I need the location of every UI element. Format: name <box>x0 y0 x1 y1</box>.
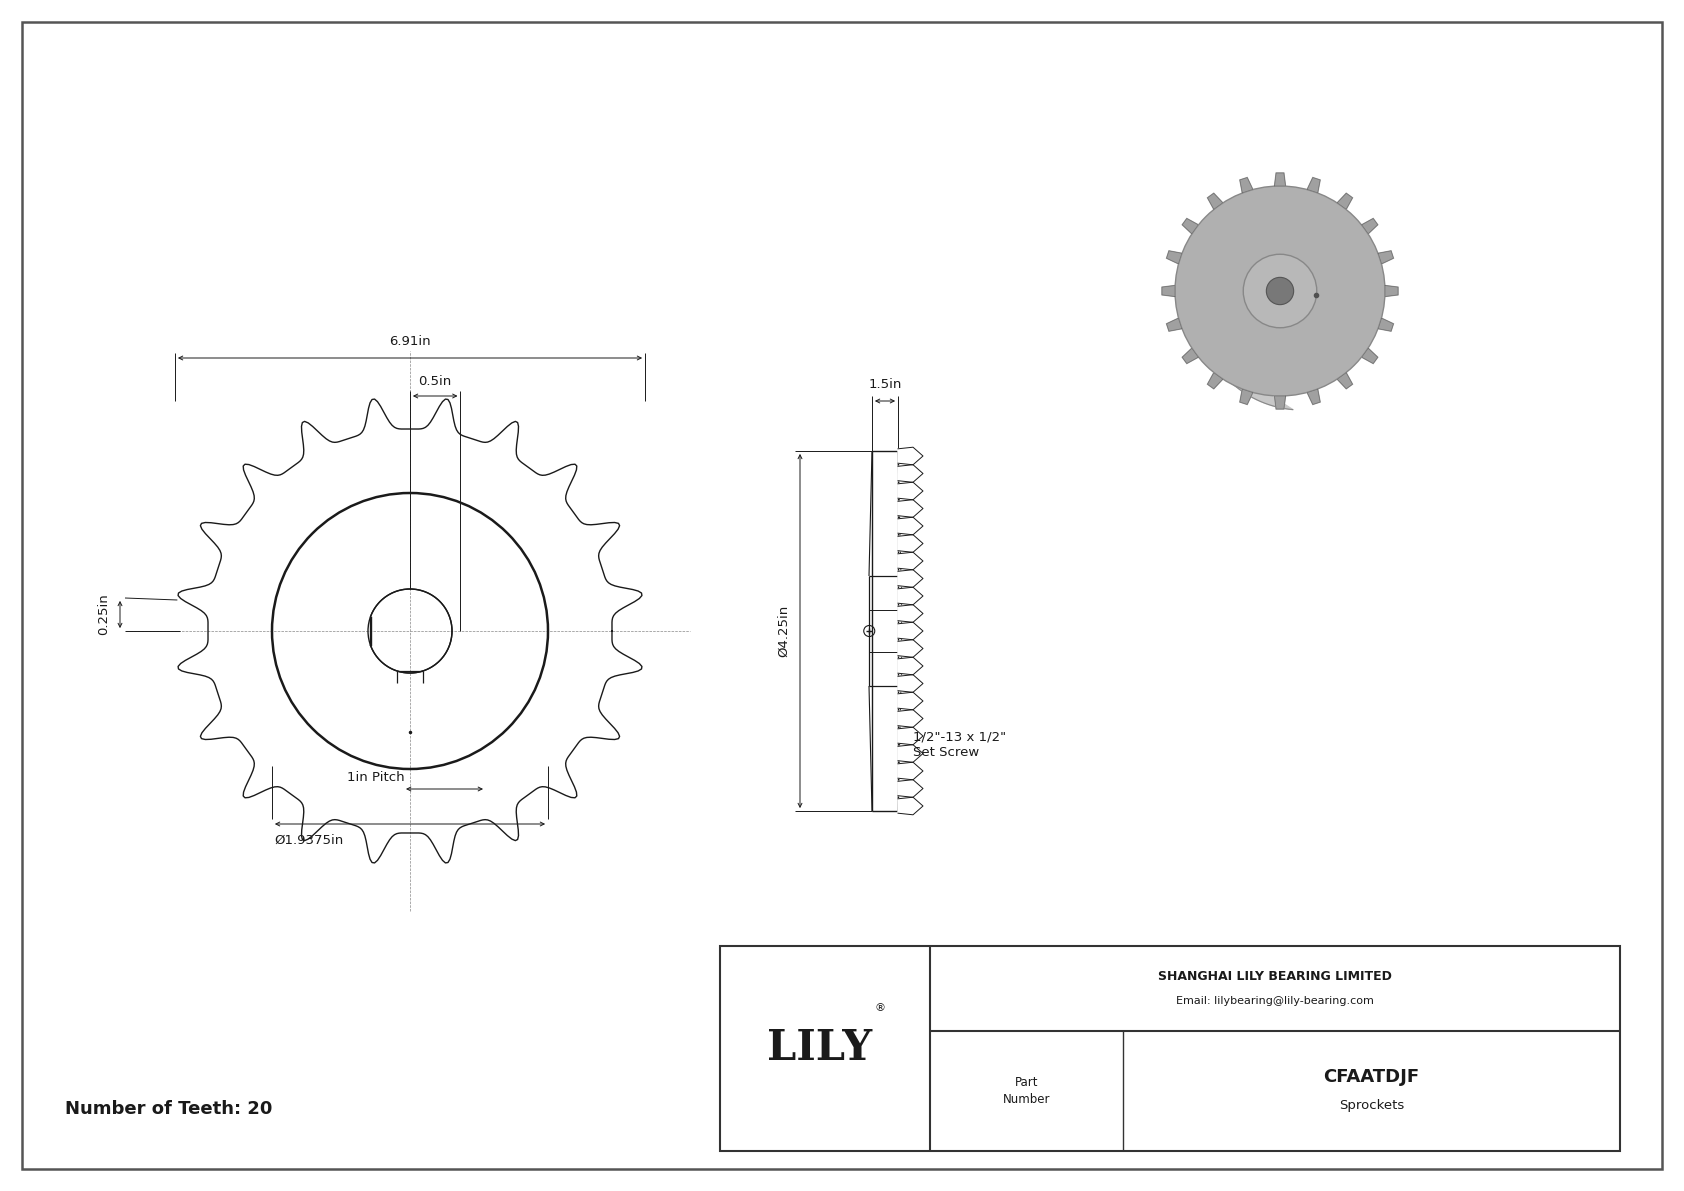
Text: Number of Teeth: 20: Number of Teeth: 20 <box>66 1100 273 1118</box>
Polygon shape <box>1378 251 1393 263</box>
Polygon shape <box>898 657 923 675</box>
Polygon shape <box>1362 218 1378 233</box>
Polygon shape <box>898 674 923 692</box>
Polygon shape <box>898 622 923 640</box>
Polygon shape <box>1182 218 1199 233</box>
Circle shape <box>1243 254 1317 328</box>
Polygon shape <box>898 780 923 797</box>
Polygon shape <box>898 447 923 464</box>
Polygon shape <box>898 464 923 482</box>
Polygon shape <box>1207 373 1223 388</box>
Polygon shape <box>1275 395 1285 409</box>
Polygon shape <box>898 710 923 728</box>
Polygon shape <box>1239 177 1253 193</box>
Polygon shape <box>1307 177 1320 193</box>
Text: CFAATDJF: CFAATDJF <box>1324 1068 1420 1086</box>
Polygon shape <box>1197 187 1312 410</box>
Text: Sprockets: Sprockets <box>1339 1098 1404 1111</box>
Circle shape <box>1266 278 1293 305</box>
Polygon shape <box>1162 286 1175 297</box>
Text: LILY: LILY <box>768 1028 872 1070</box>
Text: Ø4.25in: Ø4.25in <box>776 605 790 657</box>
Polygon shape <box>1167 318 1182 331</box>
Polygon shape <box>898 587 923 605</box>
Text: ®: ® <box>874 1004 886 1014</box>
Polygon shape <box>898 482 923 500</box>
Polygon shape <box>898 517 923 535</box>
Polygon shape <box>898 500 923 517</box>
Polygon shape <box>898 744 923 762</box>
Polygon shape <box>1337 373 1352 388</box>
Text: SHANGHAI LILY BEARING LIMITED: SHANGHAI LILY BEARING LIMITED <box>1159 969 1393 983</box>
Text: 1in Pitch: 1in Pitch <box>347 771 404 784</box>
Polygon shape <box>898 762 923 780</box>
Text: 1/2"-13 x 1/2"
Set Screw: 1/2"-13 x 1/2" Set Screw <box>913 731 1005 759</box>
Polygon shape <box>898 535 923 553</box>
Polygon shape <box>898 640 923 657</box>
Polygon shape <box>898 569 923 587</box>
Polygon shape <box>1362 348 1378 363</box>
Text: 0.5in: 0.5in <box>419 375 451 388</box>
Text: 1.5in: 1.5in <box>869 378 901 391</box>
Polygon shape <box>1207 193 1223 210</box>
Bar <box>721 946 1620 1151</box>
Polygon shape <box>898 797 923 815</box>
Text: Ø1.9375in: Ø1.9375in <box>274 834 344 847</box>
Polygon shape <box>1182 348 1199 363</box>
Polygon shape <box>1337 193 1352 210</box>
Polygon shape <box>1307 389 1320 405</box>
Polygon shape <box>898 553 923 569</box>
Polygon shape <box>898 728 923 744</box>
Polygon shape <box>898 692 923 710</box>
Polygon shape <box>1275 173 1285 186</box>
Circle shape <box>1175 186 1384 395</box>
Polygon shape <box>1378 318 1393 331</box>
Text: 6.91in: 6.91in <box>389 335 431 348</box>
Text: Email: lilybearing@lily-bearing.com: Email: lilybearing@lily-bearing.com <box>1175 996 1374 1005</box>
Polygon shape <box>1239 389 1253 405</box>
Text: Part
Number: Part Number <box>1004 1075 1051 1106</box>
Text: 0.25in: 0.25in <box>98 593 109 635</box>
Polygon shape <box>1384 286 1398 297</box>
Polygon shape <box>1167 251 1182 263</box>
Polygon shape <box>898 605 923 623</box>
